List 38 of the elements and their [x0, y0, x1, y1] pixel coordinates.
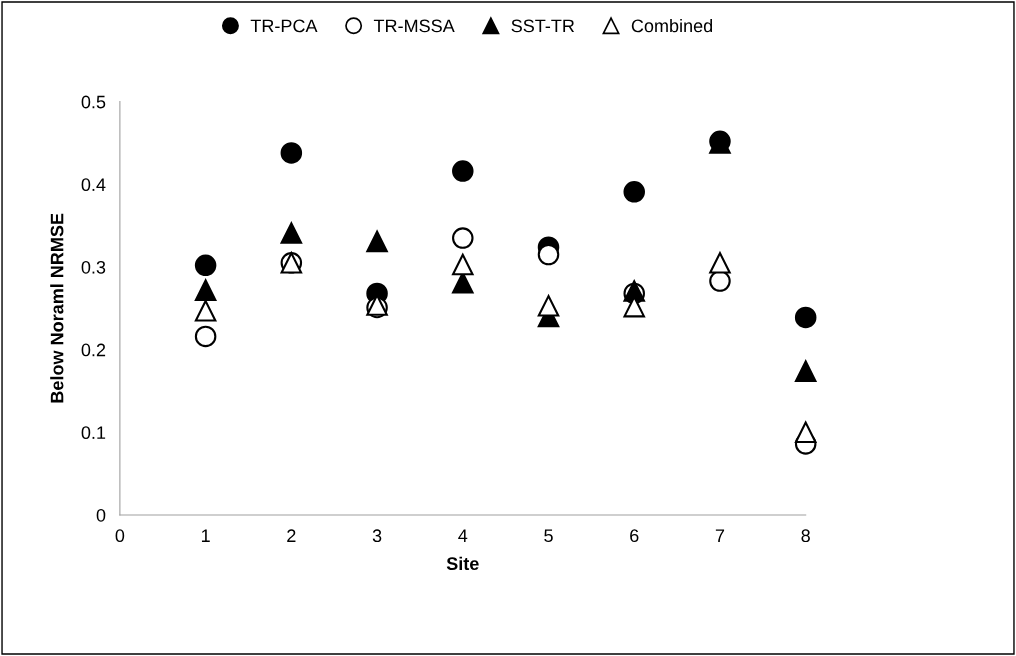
- point: [194, 254, 217, 277]
- x-tick-label: 0: [115, 529, 125, 543]
- point: [537, 243, 560, 266]
- legend-label: SST-TR: [511, 19, 575, 33]
- x-tick-label: 1: [201, 529, 210, 542]
- point: [452, 253, 474, 276]
- point: [794, 421, 817, 444]
- point: [537, 295, 560, 317]
- point: [280, 142, 303, 164]
- point: [280, 222, 303, 244]
- point: [366, 230, 388, 253]
- point: [452, 160, 474, 182]
- y-axis-title: Below Noraml NRMSE: [50, 213, 64, 403]
- x-tick-label: 3: [372, 529, 382, 543]
- x-axis-title: Site: [446, 556, 479, 571]
- y-tick-label: 0.3: [81, 260, 106, 274]
- x-tick-label: 7: [715, 529, 725, 542]
- point: [194, 325, 217, 348]
- y-tick-label: 0: [96, 508, 106, 522]
- point: [623, 181, 645, 203]
- point: [794, 306, 817, 329]
- x-tick-label: 6: [630, 529, 639, 543]
- legend-label: TR-MSSA: [373, 19, 455, 33]
- y-tick-label: 0.5: [81, 95, 106, 109]
- x-tick-label: 2: [287, 529, 296, 542]
- x-tick-label: 8: [801, 529, 810, 543]
- y-tick-label: 0.2: [81, 343, 106, 357]
- legend-label: Combined: [631, 19, 713, 33]
- point: [709, 252, 731, 274]
- point: [194, 279, 217, 301]
- point: [194, 300, 217, 322]
- x-tick-label: 4: [458, 529, 468, 542]
- x-tick-label: 5: [544, 529, 553, 543]
- y-tick-label: 0.4: [81, 178, 106, 192]
- point: [452, 227, 474, 249]
- point: [794, 360, 817, 382]
- y-tick-label: 0.1: [81, 426, 106, 440]
- legend-label: TR-PCA: [250, 19, 318, 33]
